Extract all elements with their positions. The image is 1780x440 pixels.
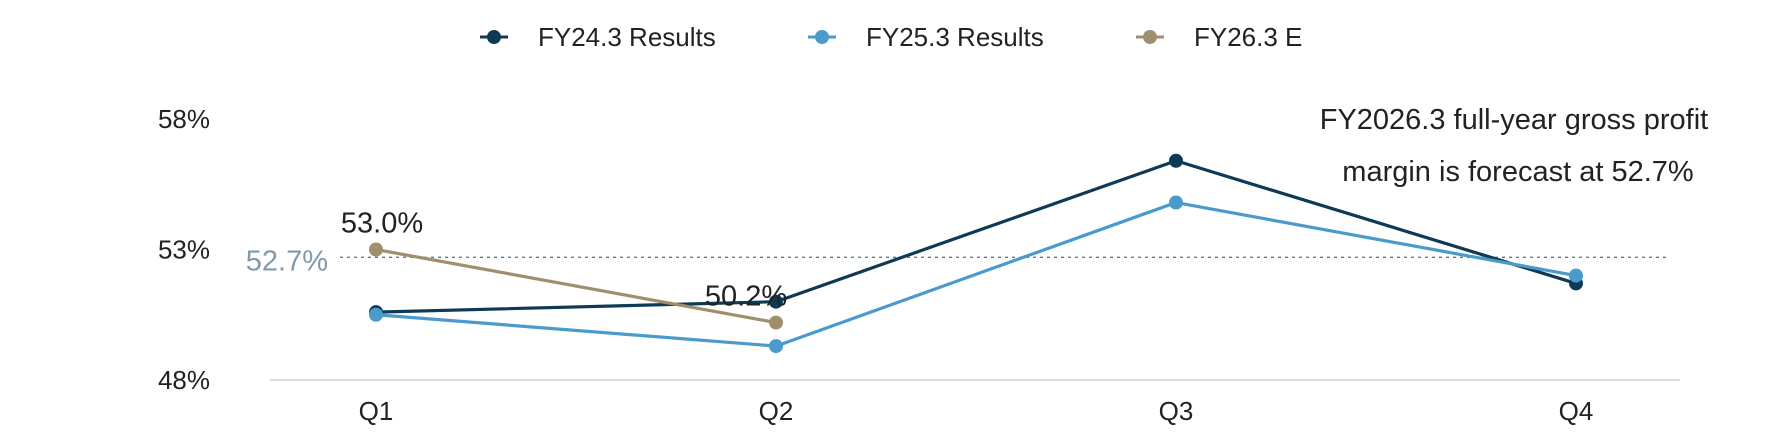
x-tick-label: Q2	[759, 396, 794, 426]
x-tick-label: Q3	[1159, 396, 1194, 426]
series-group	[369, 153, 1583, 354]
data-point	[369, 307, 383, 322]
legend-label-2: FY25.3 Results	[866, 22, 1044, 52]
data-label: 50.2%	[705, 281, 787, 313]
x-tick-label: Q1	[359, 396, 394, 426]
data-point	[1569, 268, 1583, 283]
legend-swatch-marker-1	[487, 30, 501, 44]
reference-line-group: 52.7%	[246, 245, 1668, 277]
annotation-line-2: margin is forecast at 52.7%	[1342, 156, 1693, 188]
x-tick-label: Q4	[1559, 396, 1594, 426]
annotation-line-1: FY2026.3 full-year gross profit	[1320, 104, 1708, 136]
data-label: 53.0%	[341, 208, 423, 240]
legend-swatch-marker-3	[1143, 30, 1157, 44]
forecast-annotation: FY2026.3 full-year gross profit margin i…	[1320, 104, 1717, 188]
legend-label-1: FY24.3 Results	[538, 22, 716, 52]
y-tick-label: 58%	[158, 104, 210, 134]
data-labels: 53.0% 50.2%	[341, 208, 787, 313]
y-tick-label: 48%	[158, 365, 210, 395]
series-line-2	[375, 200, 1577, 348]
series-line-3	[375, 247, 777, 325]
x-axis: Q1 Q2 Q3 Q4	[359, 396, 1594, 426]
legend-label-3: FY26.3 E	[1194, 22, 1302, 52]
data-point	[769, 294, 783, 309]
data-point	[769, 339, 783, 354]
data-point	[1169, 195, 1183, 210]
legend-swatch-marker-2	[815, 30, 829, 44]
reference-line-label: 52.7%	[246, 245, 328, 277]
y-tick-label: 53%	[158, 235, 210, 265]
data-point	[1169, 153, 1183, 168]
data-point	[369, 242, 383, 257]
data-point	[769, 315, 783, 330]
y-axis: 58% 53% 48%	[158, 104, 210, 395]
legend: FY24.3 Results FY25.3 Results FY26.3 E	[480, 22, 1302, 52]
series-line-1	[375, 159, 1577, 314]
